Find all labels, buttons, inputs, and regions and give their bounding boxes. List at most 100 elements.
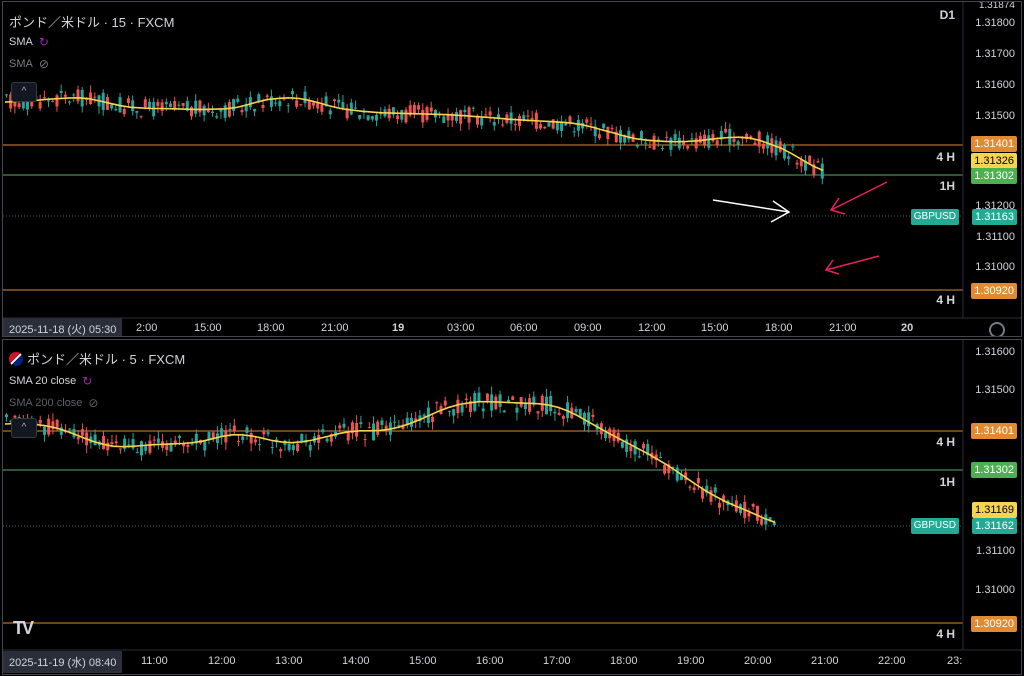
- tf-label-1h: 1H: [939, 475, 955, 489]
- candle-body: [591, 414, 595, 417]
- candle-body: [820, 163, 824, 179]
- time-tick: 20: [901, 322, 914, 334]
- hidden-eye-icon[interactable]: ⊘: [38, 57, 49, 71]
- candle-body: [372, 423, 376, 441]
- candle-body: [177, 104, 181, 106]
- time-tick: 14:00: [342, 655, 370, 667]
- candle-body: [627, 130, 631, 140]
- price-tick: 1.31600: [975, 346, 1015, 358]
- settings-gear-icon[interactable]: [989, 322, 1005, 336]
- candle-body: [464, 398, 468, 401]
- candle-body: [412, 104, 416, 115]
- candle-body: [223, 105, 227, 118]
- candle-body: [610, 127, 614, 129]
- chart-pane-15m[interactable]: ポンド／米ドル · 15 · FXCM SMA ↻ SMA ⊘ ^ 1.3187…: [2, 1, 1022, 337]
- candle-body: [561, 415, 565, 419]
- candle-body: [401, 424, 405, 430]
- candle-body: [629, 445, 633, 452]
- indicator-sma-20[interactable]: SMA 20 close ↻: [9, 374, 92, 388]
- candle-body: [5, 94, 8, 96]
- candle-body: [774, 140, 778, 156]
- candle-body: [177, 435, 181, 438]
- candle-body: [614, 131, 618, 143]
- candle-body: [782, 144, 786, 159]
- candle-body: [477, 392, 481, 402]
- time-tick: 11:00: [141, 655, 168, 667]
- collapse-legend-button[interactable]: ^: [11, 82, 37, 102]
- candle-body: [772, 521, 776, 526]
- candle-body: [156, 438, 160, 443]
- candle-body: [9, 420, 13, 422]
- candle-body: [341, 102, 345, 109]
- candle-body: [110, 104, 114, 109]
- candle-body: [265, 95, 269, 97]
- chart-canvas-15m[interactable]: [3, 2, 1022, 337]
- candle-body: [597, 134, 601, 139]
- candle-body: [404, 109, 408, 123]
- candle-body: [329, 434, 333, 442]
- candle-body: [637, 456, 641, 458]
- candle-body: [791, 146, 795, 148]
- candle-body: [362, 111, 366, 113]
- candle-body: [236, 98, 240, 102]
- candle-body: [59, 90, 63, 93]
- candle-body: [190, 106, 194, 117]
- candle-body: [152, 439, 156, 441]
- symbol-title[interactable]: ポンド／米ドル · 5 · FXCM: [27, 352, 186, 367]
- candle-body: [532, 396, 536, 405]
- candle-body: [755, 505, 759, 521]
- chart-canvas-5m[interactable]: [3, 340, 1022, 675]
- candle-body: [688, 486, 692, 488]
- candle-body: [5, 414, 8, 418]
- candle-body: [528, 398, 532, 412]
- candle-body: [701, 488, 705, 499]
- price-tick: 1.31100: [976, 545, 1015, 557]
- candle-body: [623, 134, 627, 143]
- tf-label-4h: 4 H: [936, 293, 955, 307]
- hidden-eye-icon[interactable]: ⊘: [88, 396, 99, 410]
- symbol-legend[interactable]: ポンド／米ドル · 5 · FXCM: [9, 349, 185, 368]
- indicator-sma-1[interactable]: SMA ↻: [9, 35, 49, 49]
- loading-icon: ↻: [38, 35, 49, 49]
- indicator-sma-2[interactable]: SMA ⊘: [9, 57, 49, 71]
- candle-body: [536, 411, 540, 414]
- tradingview-logo[interactable]: TV: [13, 618, 34, 638]
- candle-body: [530, 118, 534, 120]
- pink-arrow-annotation-lower: [824, 255, 880, 275]
- candle-body: [604, 432, 608, 439]
- candle-body: [207, 432, 211, 439]
- candle-body: [287, 444, 291, 451]
- candle-body: [513, 123, 517, 125]
- candle-body: [722, 495, 726, 503]
- time-tick: 22:00: [878, 655, 906, 667]
- candle-body: [711, 133, 715, 142]
- candle-body: [494, 396, 498, 410]
- chart-pane-5m[interactable]: ポンド／米ドル · 5 · FXCM SMA 20 close ↻ SMA 20…: [2, 339, 1022, 675]
- candle-body: [646, 444, 650, 456]
- candle-body: [300, 434, 304, 442]
- candle-body: [181, 102, 185, 106]
- candle-body: [816, 161, 820, 163]
- collapse-legend-button[interactable]: ^: [11, 418, 37, 438]
- time-tick: 18:00: [765, 322, 793, 334]
- candle-body: [675, 467, 679, 481]
- candle-body: [135, 452, 139, 454]
- candle-body: [123, 438, 127, 449]
- candle-body: [13, 415, 17, 418]
- price-tag-sma: 1.31326: [971, 153, 1017, 169]
- indicator-sma-200[interactable]: SMA 200 close ⊘: [9, 396, 98, 410]
- symbol-title[interactable]: ポンド／米ドル · 15 · FXCM: [9, 15, 175, 30]
- candle-body: [38, 419, 42, 424]
- time-tick: 09:00: [574, 322, 602, 334]
- candle-body: [696, 478, 700, 484]
- candle-body: [258, 444, 262, 446]
- tf-label-4h: 4 H: [936, 150, 955, 164]
- price-tick: 1.31874: [978, 1, 1015, 11]
- candle-body: [463, 109, 467, 113]
- candle-body: [671, 466, 675, 468]
- candle-body: [350, 422, 354, 434]
- candle-body: [38, 101, 42, 109]
- candle-body: [311, 102, 315, 106]
- candle-body: [194, 100, 198, 114]
- symbol-legend[interactable]: ポンド／米ドル · 15 · FXCM: [9, 12, 174, 31]
